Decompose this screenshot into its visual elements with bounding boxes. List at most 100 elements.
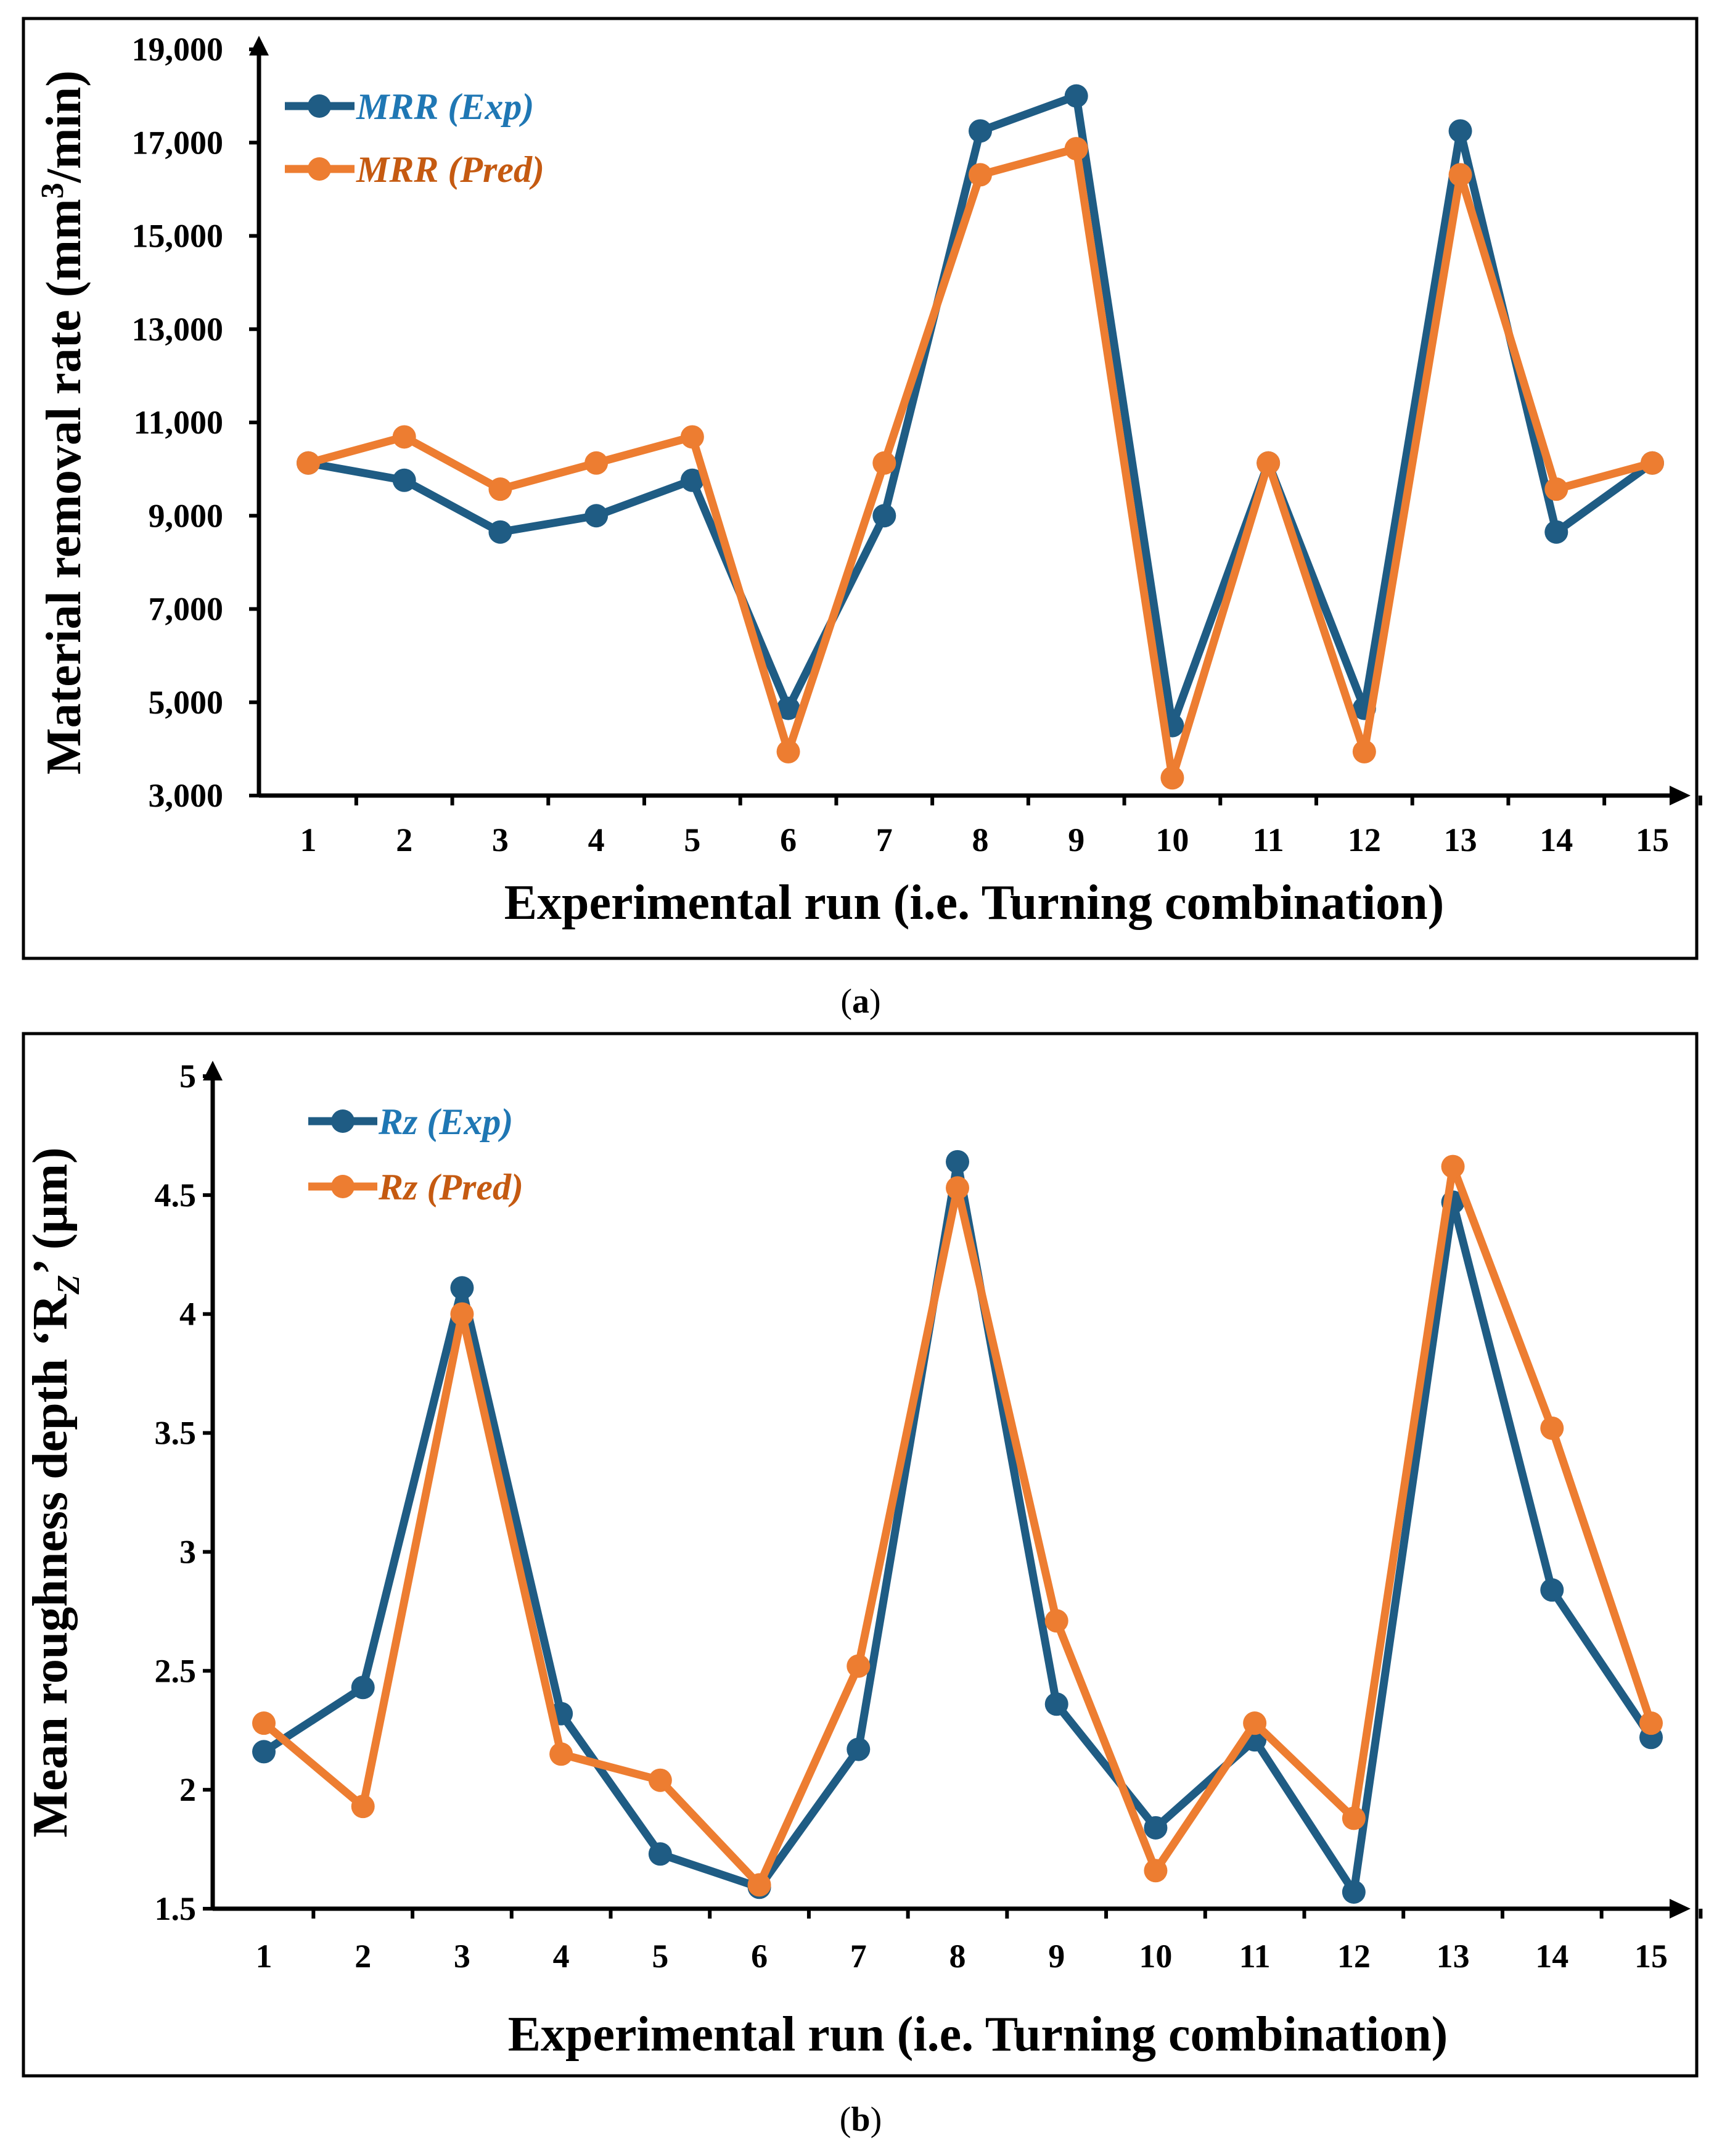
- point-mrr-pred-3: [488, 477, 512, 501]
- point-mrr-exp-8: [969, 119, 992, 143]
- point-rz-pred-3: [450, 1302, 474, 1326]
- point-rz-exp-10: [1144, 1816, 1168, 1840]
- chart-b-ytick-label: 3.5: [155, 1415, 197, 1452]
- chart-a-series: [297, 84, 1664, 790]
- chart-b-frame: [22, 1032, 1699, 2078]
- point-mrr-pred-1: [297, 451, 320, 475]
- chart-a-ytick-label: 11,000: [133, 404, 223, 441]
- point-rz-pred-11: [1243, 1711, 1267, 1735]
- chart-a-ytick-label: 7,000: [149, 591, 224, 628]
- point-rz-pred-7: [847, 1654, 871, 1678]
- chart-a-x-axis-arrow: [1670, 786, 1691, 805]
- chart-b-xlabel: Experimental run (i.e. Turning combinati…: [508, 2007, 1448, 2062]
- point-rz-exp-12: [1342, 1880, 1366, 1904]
- point-mrr-pred-4: [584, 451, 609, 475]
- chart-a-xtick-label: 5: [684, 821, 700, 858]
- point-rz-pred-14: [1540, 1416, 1564, 1440]
- panel-label-b: (b): [840, 2100, 882, 2139]
- chart-a-xtick-label: 1: [300, 821, 317, 858]
- chart-a-ytick-label: 9,000: [149, 497, 224, 534]
- chart-b-ytick-label: 2: [179, 1771, 196, 1808]
- legend-a-pred-label: MRR (Pred): [356, 149, 544, 190]
- point-rz-pred-4: [549, 1742, 573, 1766]
- chart-a-legend: MRR (Exp) MRR (Pred): [285, 86, 544, 190]
- legend-b-pred-label: Rz (Pred): [378, 1167, 523, 1208]
- point-mrr-pred-8: [969, 163, 992, 187]
- chart-b-ylabel: Mean roughness depth ‘RZ’ (µm): [23, 1147, 86, 1837]
- chart-a-xtick-label: 11: [1253, 821, 1284, 858]
- chart-a-xtick-label: 15: [1636, 821, 1669, 858]
- chart-a-ytick-label: 15,000: [132, 218, 224, 255]
- chart-a-xtick-label: 7: [876, 821, 893, 858]
- chart-b-xtick-label: 7: [850, 1938, 867, 1975]
- legend-a-pred-marker: [308, 157, 331, 181]
- chart-a: 3,0005,0007,0009,00011,00013,00015,00017…: [22, 17, 1702, 960]
- chart-b-ytick-label: 4.5: [155, 1177, 197, 1214]
- point-mrr-exp-13: [1448, 119, 1472, 143]
- chart-a-xtick-label: 2: [396, 821, 412, 858]
- point-mrr-pred-14: [1544, 477, 1568, 501]
- chart-a-xtick-label: 6: [780, 821, 797, 858]
- chart-b-xtick-label: 11: [1239, 1938, 1271, 1975]
- panel-label-a: (a): [840, 982, 880, 1021]
- chart-a-xtick-label: 13: [1444, 821, 1477, 858]
- point-mrr-exp-7: [872, 504, 896, 528]
- legend-b-pred-marker: [331, 1175, 355, 1198]
- legend-a-exp-marker: [308, 94, 331, 118]
- point-mrr-pred-6: [776, 739, 800, 763]
- chart-a-ytick-label: 19,000: [132, 31, 224, 68]
- chart-b: 1.522.533.544.55 1 2 3 4 5 6 7 8 9 10 11 12 13 14 15 M…: [22, 1032, 1703, 2078]
- point-mrr-pred-7: [872, 451, 896, 475]
- chart-a-ytick-label: 17,000: [132, 124, 224, 161]
- chart-a-ytick-label: 3,000: [149, 777, 224, 814]
- point-mrr-exp-9: [1064, 84, 1088, 108]
- point-rz-exp-1: [252, 1740, 276, 1764]
- chart-b-series: [252, 1150, 1663, 1904]
- chart-b-ytick-label: 3: [179, 1533, 196, 1570]
- chart-a-xtick-label: 4: [588, 821, 605, 858]
- point-rz-exp-9: [1044, 1692, 1068, 1716]
- chart-a-xtick-label: 14: [1540, 821, 1573, 858]
- point-mrr-exp-6: [776, 696, 800, 720]
- chart-a-xtick-label: 10: [1155, 821, 1189, 858]
- chart-b-x-ticks: 1 2 3 4 5 6 7 8 9 10 11 12 13 14 15: [256, 1909, 1703, 1975]
- point-mrr-pred-2: [392, 425, 416, 449]
- chart-b-xtick-label: 4: [553, 1938, 570, 1975]
- chart-b-xtick-label: 9: [1048, 1938, 1065, 1975]
- point-mrr-pred-9: [1064, 137, 1088, 161]
- point-rz-pred-1: [252, 1711, 276, 1735]
- point-mrr-pred-12: [1352, 739, 1376, 763]
- chart-b-xtick-label: 15: [1634, 1938, 1668, 1975]
- point-mrr-pred-5: [680, 425, 704, 449]
- chart-b-xtick-label: 5: [652, 1938, 668, 1975]
- point-mrr-pred-15: [1641, 451, 1664, 475]
- point-rz-pred-5: [648, 1768, 672, 1792]
- point-rz-pred-9: [1044, 1609, 1068, 1633]
- chart-a-xtick-label: 3: [492, 821, 509, 858]
- chart-a-xtick-label: 9: [1068, 821, 1084, 858]
- chart-a-frame: [22, 17, 1699, 960]
- chart-b-xtick-label: 13: [1437, 1938, 1470, 1975]
- point-mrr-pred-11: [1257, 451, 1281, 475]
- chart-b-xtick-label: 1: [256, 1938, 273, 1975]
- chart-b-xtick-label: 6: [751, 1938, 768, 1975]
- point-rz-exp-7: [847, 1737, 871, 1761]
- chart-b-xtick-label: 8: [949, 1938, 966, 1975]
- point-rz-pred-13: [1441, 1154, 1465, 1179]
- chart-b-xtick-label: 14: [1535, 1938, 1568, 1975]
- point-rz-pred-2: [351, 1795, 375, 1819]
- chart-a-ytick-label: 5,000: [149, 684, 224, 721]
- point-rz-exp-3: [450, 1276, 474, 1300]
- point-rz-pred-6: [747, 1873, 771, 1897]
- chart-b-xtick-label: 12: [1337, 1938, 1371, 1975]
- point-mrr-pred-13: [1448, 163, 1472, 187]
- chart-b-ytick-label: 1.5: [155, 1890, 197, 1927]
- chart-b-ytick-label: 5: [179, 1058, 196, 1095]
- chart-a-xtick-label: 8: [972, 821, 989, 858]
- point-rz-pred-12: [1342, 1806, 1366, 1830]
- legend-a-exp-label: MRR (Exp): [356, 86, 534, 127]
- point-rz-pred-10: [1144, 1859, 1168, 1883]
- point-rz-exp-8: [946, 1150, 969, 1174]
- chart-b-ytick-label: 2.5: [155, 1652, 197, 1689]
- chart-b-x-axis-arrow: [1670, 1899, 1691, 1919]
